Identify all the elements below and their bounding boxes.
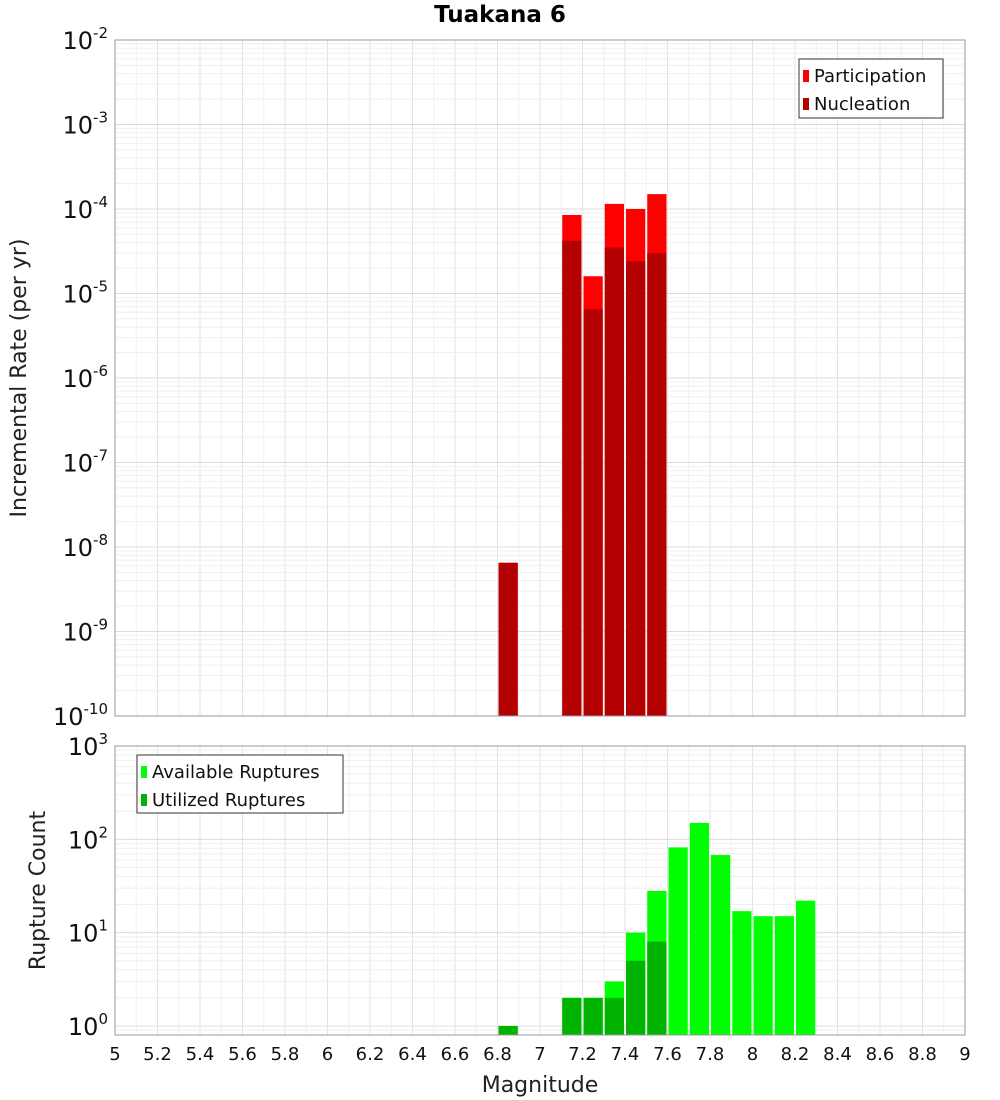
rate-y-tick-label: 10-2 [62, 24, 108, 55]
count-panel: 103 102 101 100 Rupture Count Available Rup… [26, 730, 966, 1041]
rate-y-ticks: 10-2 10-3 10-4 10-5 10-6 10-7 10-8 10-9 10-10 [53, 24, 108, 731]
x-tick-label: 5.4 [186, 1044, 215, 1065]
count-bar-available-ruptures [732, 911, 752, 1035]
rate-y-tick-label: 10-9 [62, 616, 108, 647]
rate-bars [498, 194, 667, 716]
rate-y-tick-label: 10-4 [62, 193, 108, 224]
rate-legend: Participation Nucleation [798, 58, 944, 119]
count-bar-utilized-ruptures [626, 960, 646, 1035]
count-legend: Available Ruptures Utilized Ruptures [136, 754, 344, 814]
x-tick-label: 8.4 [823, 1044, 852, 1065]
x-tick-label: 8.8 [908, 1044, 937, 1065]
count-bar-available-ruptures [774, 916, 794, 1035]
count-y-tick-label: 103 [68, 730, 108, 761]
x-tick-label: 8.2 [781, 1044, 810, 1065]
count-legend-label: Available Ruptures [152, 762, 320, 783]
rate-legend-swatch [803, 98, 809, 110]
count-bar-utilized-ruptures [583, 997, 603, 1035]
count-y-axis-label: Rupture Count [26, 811, 51, 971]
count-bars [498, 822, 816, 1035]
x-tick-label: 5.2 [143, 1044, 172, 1065]
rate-gridlines [114, 40, 966, 717]
count-bar-available-ruptures [753, 916, 773, 1035]
rate-bar-nucleation [562, 240, 582, 716]
count-bar-available-ruptures [796, 900, 816, 1035]
count-bar-utilized-ruptures [604, 997, 624, 1035]
rate-y-tick-label: 10-6 [62, 362, 108, 393]
x-tick-label: 9 [959, 1044, 970, 1065]
rate-y-axis-label: Incremental Rate (per yr) [7, 239, 32, 518]
rate-y-tick-label: 10-5 [62, 278, 108, 309]
count-bar-available-ruptures [689, 822, 709, 1035]
rate-plot-border [114, 39, 966, 717]
x-tick-label: 6.8 [483, 1044, 512, 1065]
x-tick-label: 7.8 [696, 1044, 725, 1065]
rate-bar-nucleation [647, 253, 667, 716]
rate-legend-label: Nucleation [814, 94, 910, 115]
rate-bar-nucleation [583, 309, 603, 716]
x-tick-label: 6.2 [356, 1044, 385, 1065]
count-legend-swatch [141, 794, 147, 806]
rate-bar-nucleation [604, 247, 624, 716]
count-bar-utilized-ruptures [647, 941, 667, 1035]
x-tick-label: 6 [322, 1044, 333, 1065]
count-bar-utilized-ruptures [498, 1025, 518, 1035]
count-bar-available-ruptures [711, 854, 731, 1035]
count-bar-available-ruptures [668, 847, 688, 1035]
x-ticks: 5 5.2 5.4 5.6 5.8 6 6.2 6.4 6.6 6.8 7 7.2 7.4 7.6 7.8 8… [109, 1044, 970, 1065]
rate-bar-nucleation [626, 261, 646, 716]
count-bar-utilized-ruptures [562, 997, 582, 1035]
x-tick-label: 8 [747, 1044, 758, 1065]
count-y-tick-label: 101 [68, 917, 108, 948]
x-tick-label: 6.6 [441, 1044, 470, 1065]
x-tick-label: 7 [534, 1044, 545, 1065]
x-tick-label: 5.6 [228, 1044, 257, 1065]
x-tick-label: 5 [109, 1044, 120, 1065]
count-legend-box [136, 754, 344, 814]
x-tick-label: 7.6 [653, 1044, 682, 1065]
rate-y-tick-label: 10-7 [62, 447, 108, 478]
rate-y-tick-label: 10-3 [62, 109, 108, 140]
count-y-tick-label: 100 [68, 1010, 108, 1041]
count-legend-swatch [141, 766, 147, 778]
rate-legend-swatch [803, 70, 809, 82]
count-plot-border [114, 745, 966, 1036]
rate-panel: 10-2 10-3 10-4 10-5 10-6 10-7 10-8 10-9 10-10 In… [7, 24, 966, 731]
rate-y-tick-label: 10-8 [62, 531, 108, 562]
count-y-tick-label: 102 [68, 823, 108, 854]
x-tick-label: 7.4 [611, 1044, 640, 1065]
x-tick-label: 7.2 [568, 1044, 597, 1065]
chart-title: Tuakana 6 [434, 2, 566, 28]
rate-legend-label: Participation [814, 66, 926, 87]
x-tick-label: 8.6 [866, 1044, 895, 1065]
rate-y-tick-label: 10-10 [53, 700, 108, 731]
x-tick-label: 6.4 [398, 1044, 427, 1065]
x-axis-label: Magnitude [482, 1073, 599, 1098]
count-legend-label: Utilized Ruptures [152, 790, 305, 811]
x-tick-label: 5.8 [271, 1044, 300, 1065]
count-y-ticks: 103 102 101 100 [68, 730, 108, 1041]
rate-legend-box [798, 58, 944, 119]
rate-bar-nucleation [498, 562, 518, 716]
